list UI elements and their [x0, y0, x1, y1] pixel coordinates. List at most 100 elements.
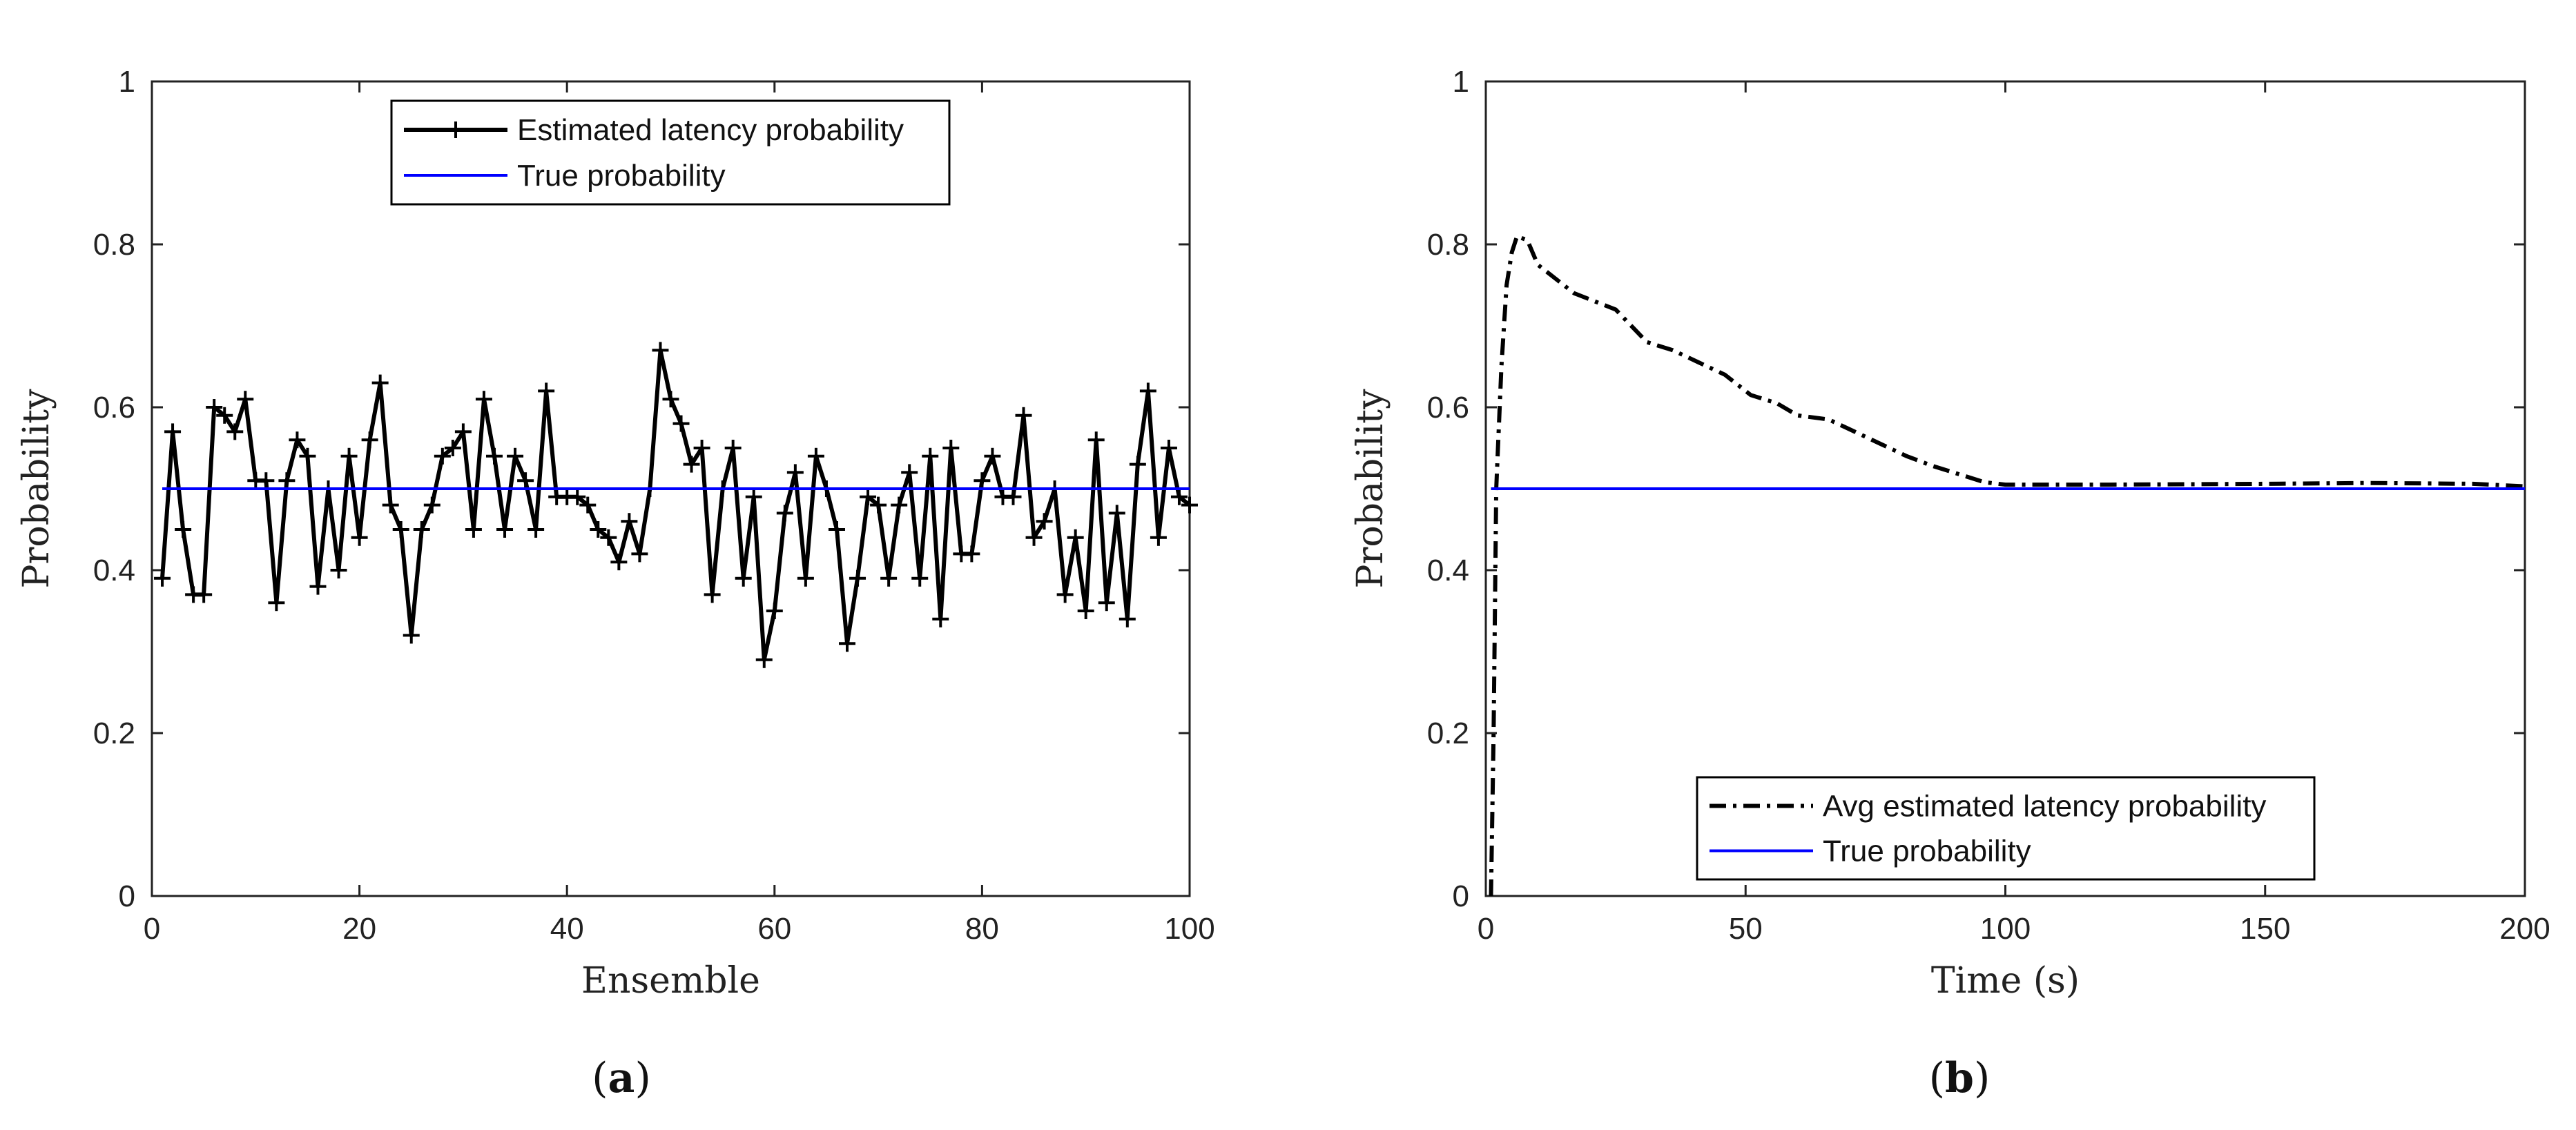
- series-line-estimated: [1489, 234, 2526, 897]
- series-line-estimated: [160, 348, 1191, 662]
- y-tick-label: 0: [119, 879, 135, 913]
- data-point-marker: [901, 464, 918, 481]
- data-point-marker: [403, 627, 420, 644]
- y-tick-label: 0.2: [93, 717, 135, 750]
- data-point-marker: [1129, 456, 1146, 473]
- data-point-marker: [621, 513, 638, 530]
- data-point-marker: [683, 456, 700, 473]
- y-tick-label: 1: [119, 65, 135, 99]
- x-tick-label: 200: [2499, 912, 2550, 946]
- x-tick-label: 20: [342, 912, 376, 946]
- data-point-marker: [610, 554, 628, 571]
- y-tick-label: 0: [1453, 879, 1469, 913]
- data-point-marker: [590, 521, 607, 538]
- data-point-marker: [839, 635, 856, 652]
- data-point-marker: [942, 440, 960, 456]
- data-point-marker: [1005, 488, 1022, 505]
- data-point-marker: [475, 391, 492, 408]
- panel-a-ylabel: Probability: [16, 389, 57, 589]
- y-tick-label: 0.8: [1427, 228, 1469, 262]
- data-point-marker: [724, 440, 742, 456]
- y-tick-label: 0.2: [1427, 717, 1469, 750]
- data-point-marker: [1108, 505, 1125, 522]
- data-point-marker: [216, 407, 233, 424]
- data-point-marker: [485, 447, 503, 465]
- y-tick-label: 0.4: [1427, 554, 1469, 587]
- data-point-marker: [340, 447, 358, 465]
- legend-label-true: True probability: [1823, 835, 2031, 868]
- data-point-marker: [507, 447, 524, 465]
- y-tick-label: 0.6: [1427, 391, 1469, 425]
- y-tick-label: 0.6: [93, 391, 135, 425]
- data-point-marker: [278, 472, 296, 489]
- legend-sample-estimated: [404, 121, 507, 138]
- panel-b-xlabel: Time (s): [1931, 960, 2080, 1002]
- data-point-marker: [496, 521, 514, 538]
- data-point-marker: [745, 488, 762, 505]
- data-point-marker: [600, 529, 617, 546]
- panel-b: 0 50 100 150 200 0 0.2 0.4 0.6 0.8 1 Time (s) Prob…: [1350, 65, 2550, 1102]
- data-point-marker: [268, 594, 285, 612]
- data-point-marker: [797, 569, 814, 587]
- data-point-marker: [444, 440, 461, 456]
- data-point-marker: [631, 545, 648, 563]
- data-point-marker: [1170, 488, 1188, 505]
- panel-a-caption: (a): [592, 1054, 651, 1102]
- data-point-marker: [693, 440, 710, 456]
- data-point-marker: [465, 521, 482, 538]
- panel-b-ylabel: Probability: [1350, 389, 1391, 589]
- y-tick-label: 0.8: [93, 228, 135, 262]
- legend-label-avg-estimated: Avg estimated latency probability: [1823, 789, 2266, 823]
- data-point-marker: [413, 521, 430, 538]
- data-point-marker: [1087, 431, 1105, 449]
- data-point-marker: [828, 521, 845, 538]
- data-point-marker: [175, 521, 192, 538]
- data-point-marker: [454, 423, 472, 440]
- data-point-marker: [786, 464, 804, 481]
- x-tick-label: 80: [965, 912, 999, 946]
- data-point-marker: [299, 447, 316, 465]
- panel-a: 0 20 40 60 80 100 0 0.2 0.4 0.6 0.8 1 Ensemble Prob…: [16, 65, 1215, 1102]
- x-tick-label: 0: [1478, 912, 1494, 946]
- data-point-marker: [309, 578, 327, 595]
- data-point-marker: [1056, 586, 1074, 603]
- panel-a-legend: Estimated latency probability True proba…: [390, 99, 951, 206]
- data-point-marker: [579, 496, 597, 514]
- data-point-marker: [704, 586, 721, 603]
- data-point-marker: [1098, 594, 1115, 612]
- x-tick-label: 60: [757, 912, 791, 946]
- panel-b-caption: (b): [1929, 1054, 1991, 1102]
- data-point-marker: [330, 562, 347, 578]
- data-point-marker: [807, 447, 824, 465]
- data-point-marker: [423, 496, 440, 514]
- data-point-marker: [891, 496, 908, 514]
- data-point-marker: [880, 569, 898, 587]
- data-point-marker: [569, 488, 586, 505]
- data-point-marker: [735, 569, 752, 587]
- legend-label-true: True probability: [517, 159, 726, 193]
- data-point-marker: [984, 447, 1001, 465]
- x-tick-label: 100: [1980, 912, 2031, 946]
- data-point-marker: [849, 569, 866, 587]
- data-point-marker: [766, 603, 783, 619]
- panel-a-xlabel: Ensemble: [581, 960, 760, 1002]
- panel-b-legend: Avg estimated latency probability True p…: [1696, 776, 2316, 881]
- legend-label-estimated: Estimated latency probability: [517, 113, 904, 147]
- data-point-marker: [870, 496, 887, 514]
- data-point-marker: [1139, 382, 1156, 400]
- y-tick-label: 0.4: [93, 554, 135, 587]
- data-point-marker: [527, 521, 545, 538]
- data-point-marker: [1015, 407, 1032, 424]
- data-point-marker: [911, 569, 929, 587]
- data-point-marker: [1025, 529, 1043, 546]
- panel-b-legend-box: [1696, 776, 2316, 881]
- data-point-marker: [922, 447, 939, 465]
- data-point-marker: [652, 342, 669, 359]
- data-point-marker: [517, 472, 534, 489]
- data-point-marker: [1181, 496, 1198, 514]
- x-tick-label: 150: [2240, 912, 2290, 946]
- data-point-marker: [1160, 440, 1177, 456]
- x-tick-label: 50: [1729, 912, 1763, 946]
- data-point-marker: [434, 447, 451, 465]
- data-point-marker: [226, 423, 244, 440]
